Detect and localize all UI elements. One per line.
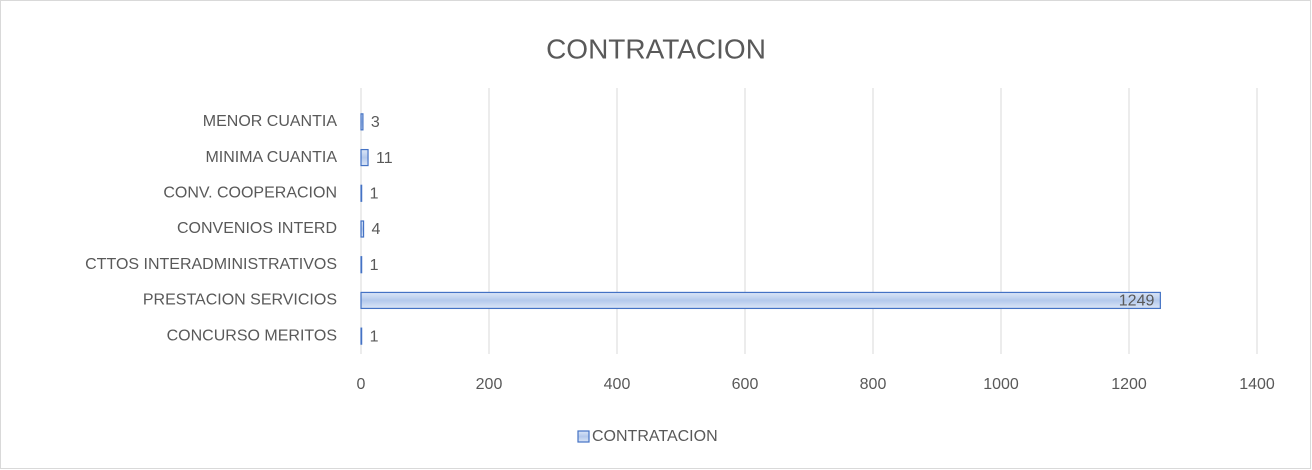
bar: [360, 184, 363, 202]
data-label: 4: [372, 221, 381, 238]
y-tick-label: CONCURSO MERITOS: [167, 327, 337, 344]
data-label: 11: [376, 150, 393, 167]
y-tick-label: CONV. COOPERACION: [163, 185, 337, 202]
y-tick-label: PRESTACION SERVICIOS: [143, 292, 337, 309]
legend-swatch: [577, 430, 590, 443]
bar: [360, 220, 365, 238]
y-tick-label: MENOR CUANTIA: [203, 113, 338, 130]
data-label: 3: [371, 114, 380, 131]
x-tick-label: 400: [604, 376, 631, 393]
x-tick-label: 1200: [1111, 376, 1147, 393]
x-tick-label: 1400: [1239, 376, 1275, 393]
x-tick-label: 600: [732, 376, 759, 393]
y-tick-label: MINIMA CUANTIA: [205, 149, 337, 166]
y-tick-label: CTTOS INTERADMINISTRATIVOS: [85, 256, 337, 273]
data-label: 1: [370, 328, 379, 345]
bar: [360, 148, 369, 167]
x-tick-label: 1000: [983, 376, 1019, 393]
x-tick-label: 800: [860, 376, 887, 393]
chart-title: CONTRATACION: [546, 33, 766, 64]
bar: [360, 327, 363, 345]
y-tick-label: CONVENIOS INTERD: [177, 220, 337, 237]
x-tick-label: 0: [357, 376, 366, 393]
legend-label: CONTRATACION: [592, 428, 718, 445]
bar: [360, 113, 364, 131]
data-label: 1: [370, 186, 379, 203]
bar: [360, 256, 363, 274]
data-label: 1249: [1119, 293, 1155, 310]
bar: [360, 291, 1161, 310]
data-label: 1: [370, 257, 379, 274]
x-tick-label: 200: [476, 376, 503, 393]
